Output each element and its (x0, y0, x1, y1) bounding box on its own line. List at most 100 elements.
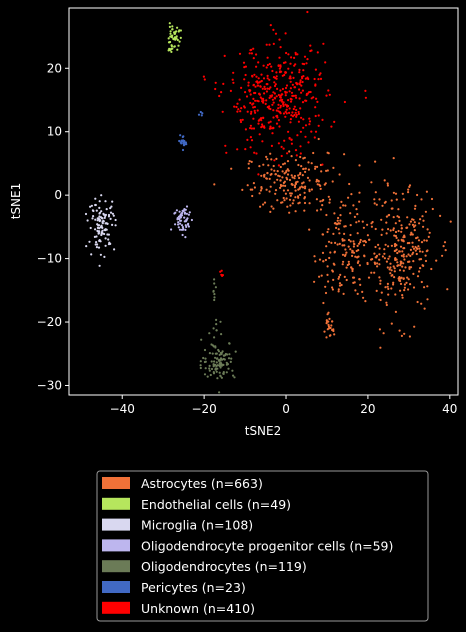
data-point (215, 361, 218, 364)
data-point (328, 201, 331, 204)
data-point (310, 188, 313, 191)
data-point (177, 221, 180, 224)
data-point (253, 105, 256, 109)
data-point (259, 85, 262, 88)
data-point (227, 367, 230, 370)
data-point (280, 154, 283, 158)
data-point (358, 191, 361, 194)
data-point (286, 152, 289, 155)
data-point (333, 263, 336, 266)
data-point (370, 222, 373, 225)
legend: Astrocytes (n=663) Endothelial cells (n=4… (96, 470, 429, 622)
data-point (232, 374, 235, 377)
data-point (283, 172, 286, 175)
data-point (314, 114, 317, 118)
data-point (373, 252, 376, 255)
data-point (249, 127, 252, 130)
data-point (363, 244, 366, 247)
data-point (284, 91, 287, 94)
data-point (199, 360, 202, 363)
data-point (344, 225, 347, 228)
data-point (278, 38, 281, 41)
data-point (321, 233, 324, 236)
data-point (269, 185, 272, 188)
data-point (276, 87, 279, 90)
data-point (179, 29, 182, 32)
data-point (269, 107, 272, 111)
data-point (307, 77, 310, 81)
data-point (180, 142, 183, 145)
data-point (98, 200, 101, 203)
data-point (270, 168, 273, 171)
data-point (325, 169, 328, 172)
data-point (416, 300, 419, 304)
data-point (293, 113, 296, 117)
data-point (413, 229, 416, 232)
data-point (412, 247, 416, 250)
data-point (326, 169, 329, 172)
data-point (409, 266, 413, 269)
data-point (315, 178, 318, 181)
data-point (409, 283, 412, 286)
data-point (401, 239, 404, 242)
data-point (104, 237, 107, 240)
data-point (279, 165, 282, 169)
data-point (387, 228, 390, 231)
data-point (314, 106, 317, 109)
data-point (376, 265, 379, 268)
data-point (266, 56, 269, 59)
data-point (270, 144, 273, 147)
data-point (367, 276, 371, 279)
data-point (325, 320, 329, 323)
data-point (265, 66, 268, 69)
data-point (353, 243, 356, 246)
data-point (100, 216, 103, 220)
data-point (325, 319, 328, 322)
data-point (388, 268, 391, 271)
data-point (338, 284, 342, 287)
data-point (248, 52, 251, 55)
data-point (199, 366, 202, 370)
data-point (114, 218, 117, 222)
data-point (343, 244, 346, 247)
data-point (391, 207, 394, 210)
data-point (386, 285, 389, 288)
data-point (407, 188, 410, 191)
data-point (409, 233, 412, 236)
data-point (273, 181, 276, 184)
data-point (323, 330, 326, 333)
data-point (398, 250, 401, 253)
data-point (345, 266, 348, 269)
data-point (319, 208, 322, 211)
data-point (220, 353, 223, 356)
data-point (298, 88, 301, 91)
data-point (388, 255, 391, 258)
data-point (279, 46, 282, 49)
data-point (219, 366, 222, 369)
data-point (272, 42, 275, 46)
data-point (392, 228, 395, 232)
data-point (315, 198, 318, 201)
data-point (266, 171, 269, 175)
data-point (289, 194, 292, 197)
data-point (355, 221, 358, 224)
data-point (102, 212, 105, 215)
data-point (383, 201, 386, 204)
data-point (215, 365, 218, 368)
data-point (184, 224, 187, 227)
data-point (394, 230, 398, 234)
data-point (402, 277, 405, 280)
data-point (266, 63, 269, 67)
data-point (298, 83, 301, 86)
data-point (250, 160, 253, 163)
data-point (252, 83, 255, 86)
data-point (353, 281, 356, 284)
data-point (220, 91, 223, 94)
data-point (366, 262, 369, 266)
data-point (269, 210, 272, 213)
data-point (176, 38, 179, 42)
data-point (361, 290, 364, 293)
data-point (269, 125, 272, 128)
data-point (387, 287, 390, 290)
data-point (401, 265, 404, 268)
